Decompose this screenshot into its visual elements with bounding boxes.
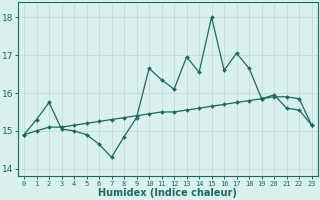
X-axis label: Humidex (Indice chaleur): Humidex (Indice chaleur) bbox=[98, 188, 237, 198]
